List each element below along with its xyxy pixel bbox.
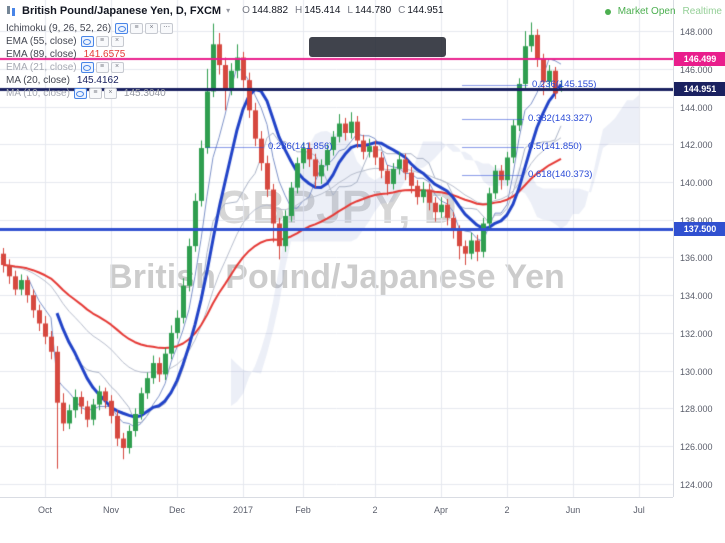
open-label: O <box>242 5 250 16</box>
indicator-label: MA (10, close) <box>6 88 70 99</box>
indicator-buttons: ≡ × <box>80 36 124 47</box>
more-icon[interactable]: ⋯ <box>160 23 174 34</box>
legend-row-ma20[interactable]: MA (20, close) 145.4162 <box>6 74 173 87</box>
price-tick-label: 146.000 <box>680 64 713 75</box>
indicator-buttons: ≡ × ⋯ <box>115 23 174 34</box>
open-value: 144.882 <box>251 5 289 16</box>
time-tick-label: Jul <box>633 505 645 515</box>
overlay-toast <box>309 37 446 57</box>
price-axis[interactable]: 148.000 146.000 144.000 142.000 140.000 138.0… <box>673 0 725 497</box>
time-tick-label: Oct <box>37 505 53 515</box>
time-tick-label: 2017 <box>232 505 254 515</box>
time-axis[interactable]: Oct Nov Dec 2017 Feb 2 Apr 2 Jun Jul <box>0 497 673 543</box>
settings-icon[interactable]: ≡ <box>95 62 109 73</box>
time-tick-label: Jun <box>565 505 581 515</box>
legend-row-ema55[interactable]: EMA (55, close) ≡ × <box>6 35 173 48</box>
ohlc-values: O 144.882 H 145.414 L 144.780 C 144.951 <box>235 5 443 16</box>
fib-level-label[interactable]: 0.236(141.856) <box>268 141 333 152</box>
fib-level-label[interactable]: 0.236(145.155) <box>532 78 597 90</box>
eye-glyph-icon <box>117 25 126 32</box>
legend-row-ema89[interactable]: EMA (89, close) 141.6575 <box>6 48 173 61</box>
time-tick-label: Nov <box>102 505 120 515</box>
low-label: L <box>347 5 353 16</box>
indicator-value: 145.3040 <box>123 88 166 99</box>
market-open-dot-icon <box>604 8 611 15</box>
close-label: C <box>398 5 406 16</box>
low-value: 144.780 <box>354 5 392 16</box>
price-tick-label: 134.000 <box>680 291 713 302</box>
time-tick-label: Feb <box>295 505 311 515</box>
market-status-label: Market Open <box>617 6 676 17</box>
indicator-label: EMA (55, close) <box>6 36 77 47</box>
indicator-buttons: ≡ × <box>73 88 117 99</box>
remove-icon[interactable]: × <box>103 88 117 99</box>
price-line-label[interactable]: 137.500 <box>674 222 725 237</box>
remove-icon[interactable]: × <box>110 62 124 73</box>
legend-row-ichimoku[interactable]: Ichimoku (9, 26, 52, 26) ≡ × ⋯ <box>6 22 174 35</box>
indicator-value: 145.4162 <box>76 75 119 86</box>
indicator-legend: Ichimoku (9, 26, 52, 26) ≡ × ⋯ EMA (55, … <box>6 22 174 100</box>
fib-level-label[interactable]: 0.382(143.327) <box>528 113 593 125</box>
visibility-eye-icon[interactable] <box>80 62 94 73</box>
remove-icon[interactable]: × <box>110 36 124 47</box>
visibility-eye-icon[interactable] <box>73 88 87 99</box>
price-tick-label: 138.000 <box>680 215 713 226</box>
price-line-label[interactable]: 146.499 <box>674 52 725 67</box>
realtime-label: Realtime <box>682 6 722 17</box>
price-tick-label: 126.000 <box>680 442 713 453</box>
eye-glyph-icon <box>83 64 92 71</box>
high-value: 145.414 <box>304 5 341 16</box>
time-tick-label: 2 <box>372 505 378 515</box>
indicator-label: Ichimoku (9, 26, 52, 26) <box>6 23 112 34</box>
price-tick-label: 142.000 <box>680 140 713 151</box>
price-tick-label: 144.000 <box>680 102 713 113</box>
eye-glyph-icon <box>76 90 85 97</box>
candlestick-chart-icon[interactable] <box>6 4 17 17</box>
high-label: H <box>295 5 303 16</box>
indicator-label: MA (20, close) <box>6 75 70 86</box>
time-tick-label: 2 <box>504 505 510 515</box>
indicator-label: EMA (89, close) <box>6 49 77 60</box>
price-tick-label: 140.000 <box>680 178 713 188</box>
settings-icon[interactable]: ≡ <box>130 23 144 34</box>
legend-row-ma10[interactable]: MA (10, close) ≡ × 145.3040 <box>6 87 173 100</box>
symbol-title[interactable]: British Pound/Japanese Yen, D, FXCM <box>22 4 222 17</box>
price-chart-canvas[interactable] <box>0 0 673 497</box>
time-tick-label: Apr <box>433 505 449 515</box>
visibility-eye-icon[interactable] <box>115 23 129 34</box>
indicator-label: EMA (21, close) <box>6 62 77 73</box>
price-tick-label: 132.000 <box>680 328 713 339</box>
price-line-label[interactable]: 144.951 <box>674 81 725 96</box>
time-tick-label: Dec <box>168 505 186 515</box>
price-tick-label: 148.000 <box>680 27 713 38</box>
legend-row-ema21[interactable]: EMA (21, close) ≡ × <box>6 61 173 74</box>
settings-icon[interactable]: ≡ <box>88 88 102 99</box>
close-value: 144.951 <box>407 5 444 16</box>
price-tick-label: 124.000 <box>680 479 713 490</box>
chevron-down-icon[interactable]: ▾ <box>226 6 231 15</box>
eye-glyph-icon <box>83 38 92 45</box>
indicator-value: 141.6575 <box>83 49 126 60</box>
visibility-eye-icon[interactable] <box>80 36 94 47</box>
indicator-buttons: ≡ × <box>80 62 124 73</box>
remove-icon[interactable]: × <box>145 23 159 34</box>
price-tick-label: 130.000 <box>680 366 713 377</box>
fib-level-label[interactable]: 0.618(140.373) <box>528 168 593 180</box>
fib-level-label[interactable]: 0.5(141.850) <box>528 141 582 153</box>
price-tick-label: 136.000 <box>680 253 713 264</box>
settings-icon[interactable]: ≡ <box>95 36 109 47</box>
market-status-bar: Market Open Realtime <box>604 6 722 17</box>
price-tick-label: 128.000 <box>680 404 713 415</box>
